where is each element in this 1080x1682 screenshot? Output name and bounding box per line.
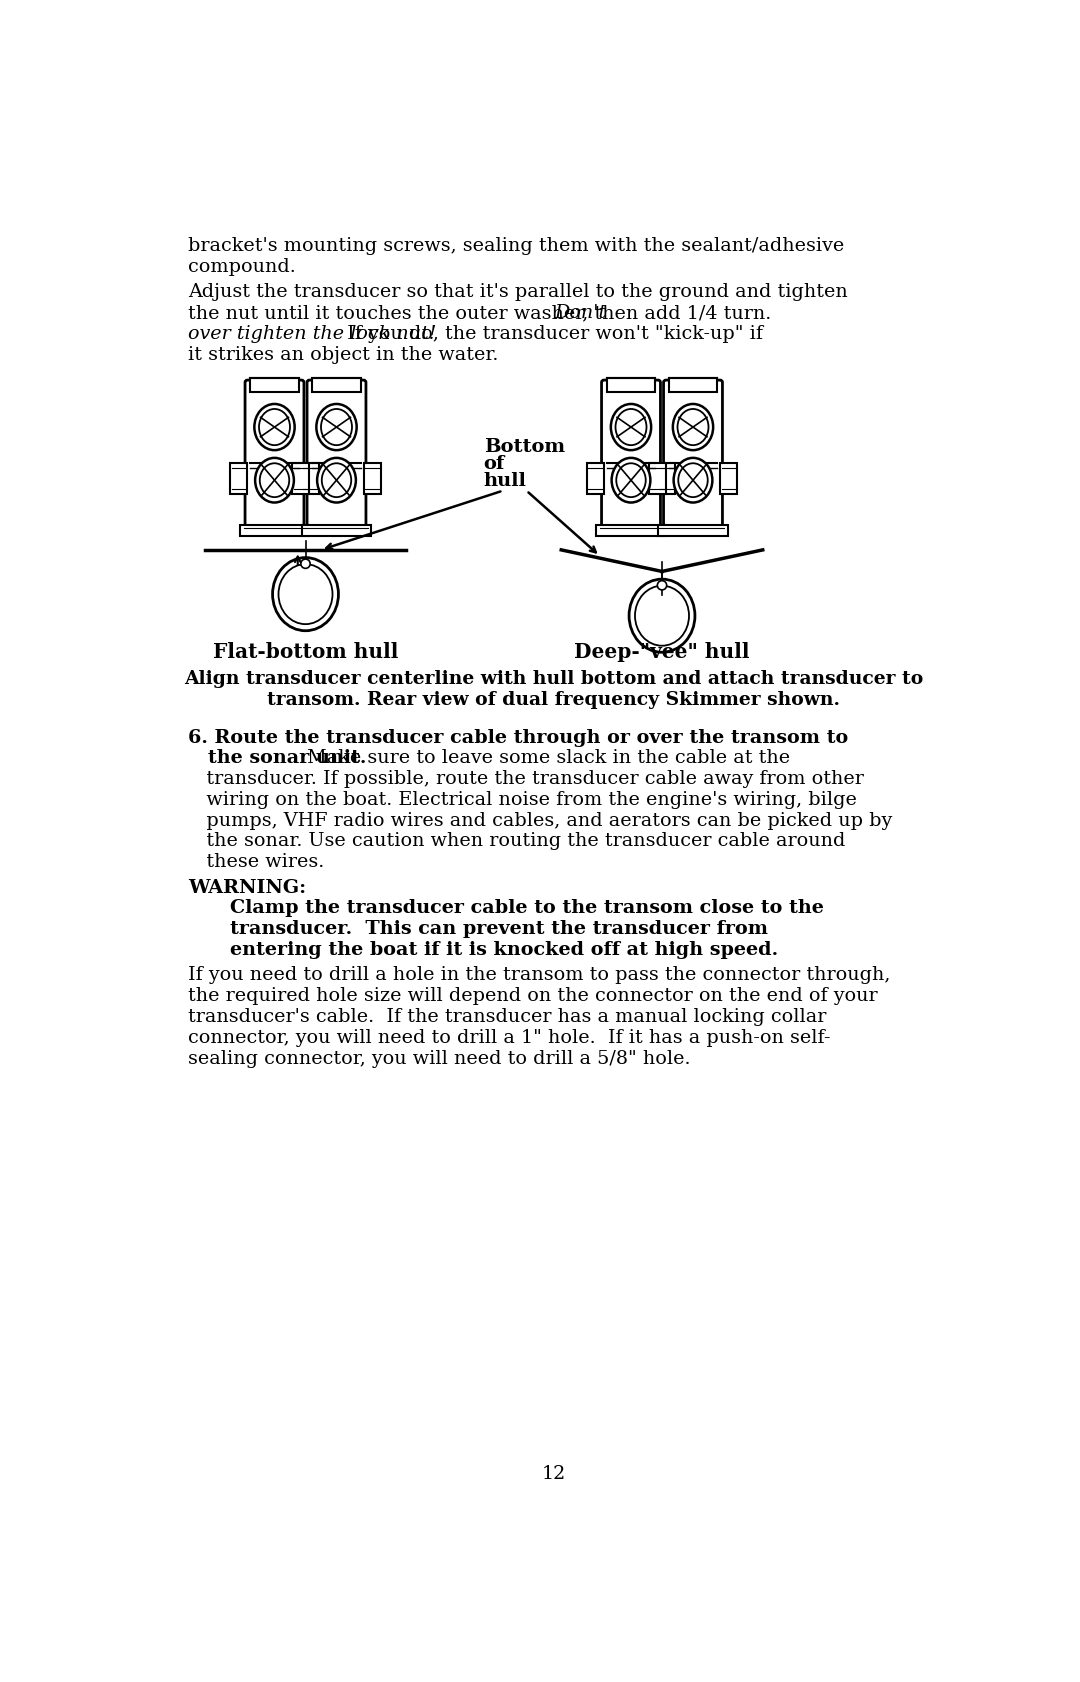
Bar bbox=[301, 463, 319, 495]
FancyBboxPatch shape bbox=[663, 380, 723, 526]
Text: the sonar. Use caution when routing the transducer cable around: the sonar. Use caution when routing the … bbox=[188, 833, 845, 851]
Ellipse shape bbox=[673, 404, 713, 451]
Bar bbox=[230, 463, 247, 495]
Ellipse shape bbox=[322, 463, 351, 498]
Ellipse shape bbox=[674, 458, 713, 503]
Bar bbox=[364, 463, 380, 495]
Ellipse shape bbox=[635, 585, 689, 646]
Bar bbox=[293, 463, 309, 495]
Ellipse shape bbox=[617, 463, 646, 498]
Ellipse shape bbox=[255, 404, 295, 451]
Ellipse shape bbox=[321, 409, 352, 446]
Text: it strikes an object in the water.: it strikes an object in the water. bbox=[188, 346, 498, 363]
Text: Don't: Don't bbox=[554, 304, 606, 323]
Text: Bottom: Bottom bbox=[484, 439, 565, 456]
Bar bbox=[669, 378, 717, 392]
Text: entering the boat if it is knocked off at high speed.: entering the boat if it is knocked off a… bbox=[230, 940, 779, 959]
Text: 6. Route the transducer cable through or over the transom to: 6. Route the transducer cable through or… bbox=[188, 728, 848, 747]
Text: WARNING:: WARNING: bbox=[188, 878, 306, 897]
Text: connector, you will need to drill a 1" hole.  If it has a push-on self-: connector, you will need to drill a 1" h… bbox=[188, 1029, 831, 1046]
Text: over tighten the lock nut!: over tighten the lock nut! bbox=[188, 325, 436, 343]
Text: Deep-"vee" hull: Deep-"vee" hull bbox=[575, 643, 750, 663]
Text: the nut until it touches the outer washer, then add 1/4 turn.: the nut until it touches the outer washe… bbox=[188, 304, 778, 323]
Text: transom. Rear view of dual frequency Skimmer shown.: transom. Rear view of dual frequency Ski… bbox=[267, 691, 840, 708]
Ellipse shape bbox=[260, 463, 289, 498]
Bar bbox=[240, 525, 309, 535]
Ellipse shape bbox=[629, 579, 694, 653]
Circle shape bbox=[658, 580, 666, 590]
Text: the sonar unit.: the sonar unit. bbox=[188, 748, 366, 767]
Bar bbox=[658, 525, 728, 535]
Text: Flat-bottom hull: Flat-bottom hull bbox=[213, 643, 399, 663]
Text: If you do, the transducer won't "kick-up" if: If you do, the transducer won't "kick-up… bbox=[341, 325, 764, 343]
FancyBboxPatch shape bbox=[602, 380, 661, 526]
Text: transducer's cable.  If the transducer has a manual locking collar: transducer's cable. If the transducer ha… bbox=[188, 1008, 826, 1026]
Text: sealing connector, you will need to drill a 5/8" hole.: sealing connector, you will need to dril… bbox=[188, 1050, 690, 1068]
Ellipse shape bbox=[677, 409, 708, 446]
Ellipse shape bbox=[316, 404, 356, 451]
Text: Make sure to leave some slack in the cable at the: Make sure to leave some slack in the cab… bbox=[300, 748, 789, 767]
Bar bbox=[251, 378, 298, 392]
Bar bbox=[658, 463, 675, 495]
Text: these wires.: these wires. bbox=[188, 853, 324, 871]
Text: bracket's mounting screws, sealing them with the sealant/adhesive: bracket's mounting screws, sealing them … bbox=[188, 237, 843, 256]
Bar bbox=[607, 378, 656, 392]
Ellipse shape bbox=[279, 563, 333, 624]
Bar bbox=[312, 378, 361, 392]
Text: hull: hull bbox=[484, 473, 527, 489]
Text: Adjust the transducer so that it's parallel to the ground and tighten: Adjust the transducer so that it's paral… bbox=[188, 284, 848, 301]
FancyBboxPatch shape bbox=[245, 380, 303, 526]
Ellipse shape bbox=[678, 463, 707, 498]
Bar bbox=[720, 463, 738, 495]
Text: If you need to drill a hole in the transom to pass the connector through,: If you need to drill a hole in the trans… bbox=[188, 967, 890, 984]
Text: transducer.  This can prevent the transducer from: transducer. This can prevent the transdu… bbox=[230, 920, 768, 939]
Ellipse shape bbox=[259, 409, 291, 446]
Bar bbox=[596, 525, 666, 535]
Text: pumps, VHF radio wires and cables, and aerators can be picked up by: pumps, VHF radio wires and cables, and a… bbox=[188, 812, 892, 829]
FancyBboxPatch shape bbox=[307, 380, 366, 526]
Text: Align transducer centerline with hull bottom and attach transducer to: Align transducer centerline with hull bo… bbox=[184, 669, 923, 688]
Text: the required hole size will depend on the connector on the end of your: the required hole size will depend on th… bbox=[188, 987, 877, 1006]
Ellipse shape bbox=[255, 458, 294, 503]
Ellipse shape bbox=[272, 557, 338, 631]
Text: transducer. If possible, route the transducer cable away from other: transducer. If possible, route the trans… bbox=[188, 770, 864, 789]
Bar bbox=[649, 463, 666, 495]
Text: compound.: compound. bbox=[188, 257, 296, 276]
Text: Clamp the transducer cable to the transom close to the: Clamp the transducer cable to the transo… bbox=[230, 900, 824, 917]
Ellipse shape bbox=[611, 458, 650, 503]
Text: wiring on the boat. Electrical noise from the engine's wiring, bilge: wiring on the boat. Electrical noise fro… bbox=[188, 791, 856, 809]
Bar bbox=[301, 525, 372, 535]
Ellipse shape bbox=[611, 404, 651, 451]
Ellipse shape bbox=[318, 458, 356, 503]
Ellipse shape bbox=[616, 409, 647, 446]
Text: of: of bbox=[484, 456, 505, 473]
Text: 12: 12 bbox=[541, 1465, 566, 1482]
Bar bbox=[586, 463, 604, 495]
Circle shape bbox=[301, 558, 310, 569]
